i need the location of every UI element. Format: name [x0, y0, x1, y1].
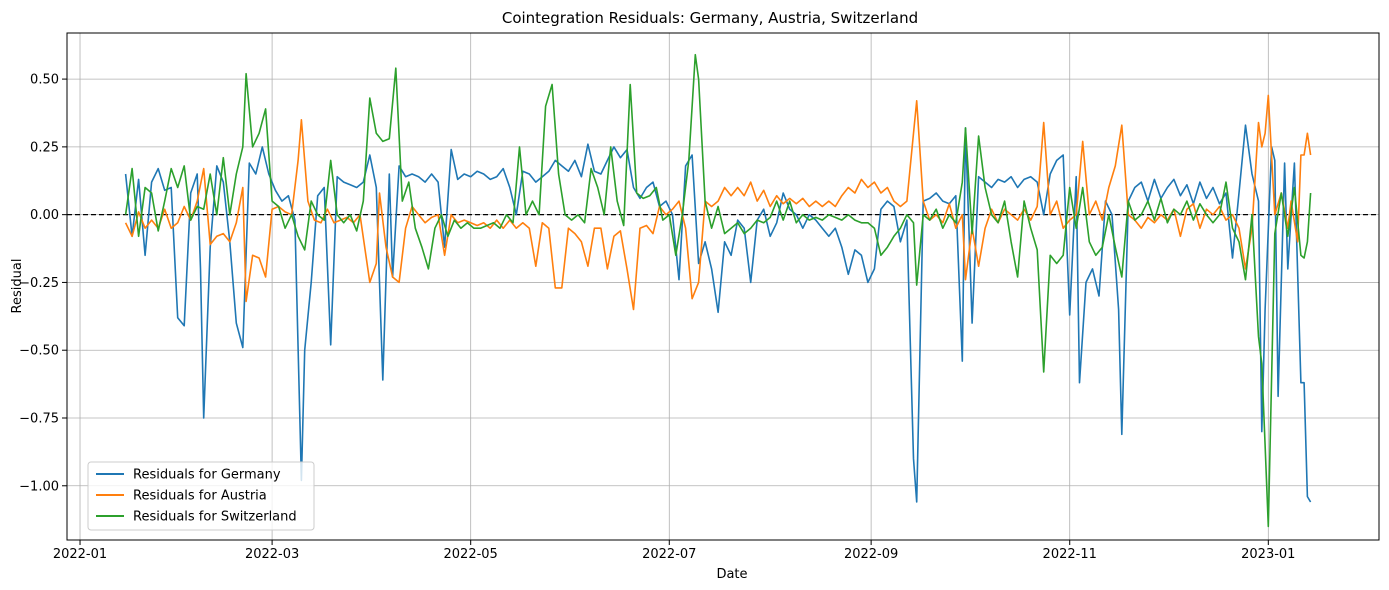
x-axis-label: Date — [716, 567, 747, 582]
y-tick-label: 0.25 — [30, 140, 59, 155]
x-axis-ticks: 2022-01 2022-03 2022-05 2022-07 2022-09 2022-… — [53, 540, 1295, 562]
x-tick-label: 2022-03 — [245, 547, 299, 562]
chart-title: Cointegration Residuals: Germany, Austri… — [502, 9, 918, 27]
plot-area — [66, 32, 1380, 541]
y-axis-label: Residual — [10, 259, 25, 314]
legend-label: Residuals for Switzerland — [133, 510, 297, 525]
x-tick-label: 2022-11 — [1043, 547, 1097, 562]
y-tick-label: −0.75 — [19, 411, 59, 426]
y-tick-label: 0.00 — [30, 208, 59, 223]
x-tick-label: 2022-07 — [642, 547, 696, 562]
series-layer — [124, 53, 1312, 528]
plot-frame — [66, 32, 1380, 541]
y-tick-label: −0.25 — [19, 276, 59, 291]
x-tick-label: 2022-01 — [53, 547, 107, 562]
legend-box — [87, 461, 315, 531]
legend: Residuals for Germany Residuals for Austr… — [87, 461, 315, 531]
x-tick-label: 2023-01 — [1241, 547, 1295, 562]
y-tick-label: 0.50 — [30, 73, 59, 88]
legend-label: Residuals for Germany — [133, 468, 281, 483]
series-line-2 — [124, 53, 1312, 528]
y-tick-label: −0.50 — [19, 344, 59, 359]
x-tick-label: 2022-05 — [444, 547, 498, 562]
y-tick-label: −1.00 — [19, 479, 59, 494]
legend-label: Residuals for Austria — [133, 489, 267, 504]
x-tick-label: 2022-09 — [844, 547, 898, 562]
series-line-0 — [124, 124, 1312, 503]
y-axis-ticks: 0.50 0.25 0.00 −0.25 −0.50 −0.75 −1.00 — [19, 73, 67, 494]
